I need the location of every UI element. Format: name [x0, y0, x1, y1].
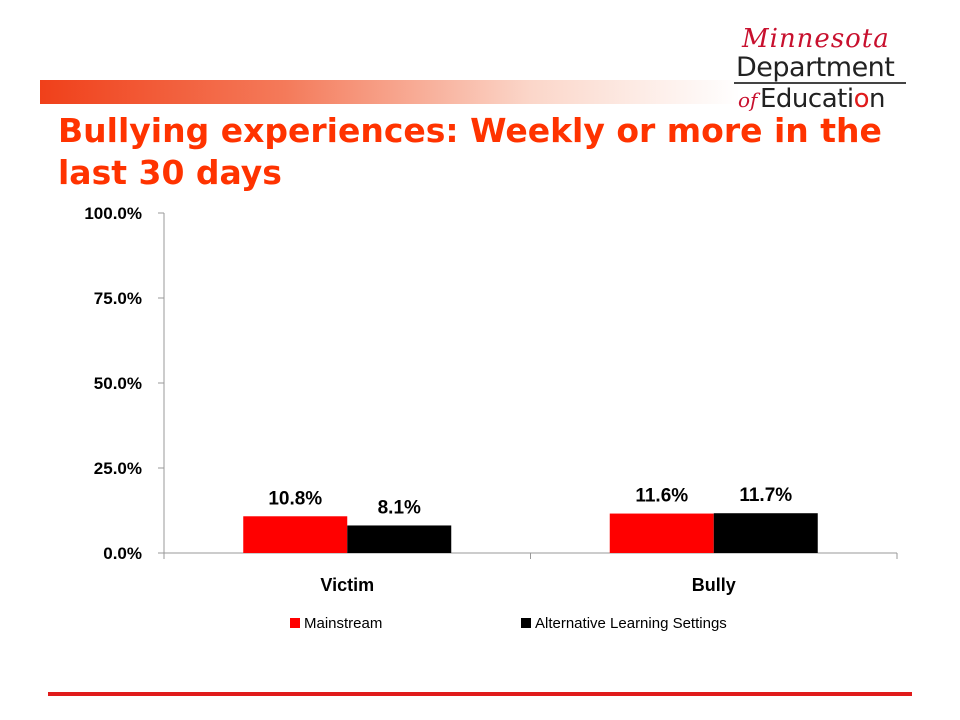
x-axis: Victim Bully — [163, 552, 898, 595]
bar — [243, 516, 348, 553]
slide-title: Bullying experiences: Weekly or more in … — [58, 111, 882, 192]
y-tick-label: 100.0% — [84, 204, 142, 223]
x-category-label: Victim — [320, 575, 374, 595]
chart-legend: Mainstream Alternative Learning Settings — [290, 615, 727, 632]
data-label: 11.6% — [635, 486, 688, 507]
x-category-label: Bully — [692, 575, 736, 595]
bar — [609, 513, 714, 553]
bar — [347, 525, 452, 553]
data-label: 10.8% — [268, 488, 322, 509]
y-tick-label: 75.0% — [94, 289, 142, 308]
legend-swatch — [290, 618, 300, 628]
footer-red-line — [48, 692, 912, 696]
data-label: 8.1% — [378, 497, 421, 518]
bar-series: 10.8% 8.1% 11.6% 11.7% — [243, 485, 818, 553]
legend-label: Alternative Learning Settings — [535, 615, 727, 632]
bar — [713, 513, 818, 553]
logo-divider — [734, 82, 906, 84]
y-tick-label: 50.0% — [94, 374, 142, 393]
y-tick-label: 25.0% — [94, 459, 142, 478]
apple-icon: o — [853, 84, 870, 114]
legend-swatch — [521, 618, 531, 628]
bar-chart: 0.0% 25.0% 50.0% 75.0% 100.0% Victim Bully 10… — [84, 204, 898, 632]
y-axis: 0.0% 25.0% 50.0% 75.0% 100.0% — [84, 204, 165, 563]
legend-label: Mainstream — [304, 615, 382, 632]
logo-department-text: Department — [736, 52, 895, 83]
header-gradient-bar — [40, 80, 740, 104]
logo-of-text: of — [738, 88, 758, 112]
logo-education-text: Education — [760, 84, 885, 114]
mde-logo: Minnesota Department of Education — [728, 22, 918, 117]
logo-script-text: Minnesota — [742, 24, 890, 54]
data-label: 11.7% — [739, 485, 792, 506]
y-tick-label: 0.0% — [103, 544, 142, 563]
